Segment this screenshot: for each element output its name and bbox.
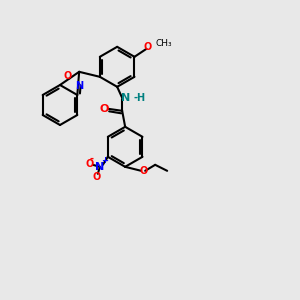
Text: N: N [121,93,130,103]
Text: O: O [64,71,72,81]
Text: O: O [143,42,152,52]
Text: N: N [95,162,104,172]
Text: CH₃: CH₃ [155,39,172,48]
Text: N: N [75,81,83,92]
Text: +: + [101,156,108,165]
Text: O: O [100,104,109,114]
Text: O: O [93,172,101,182]
Text: -: - [90,154,94,164]
Text: O: O [139,166,147,176]
Text: O: O [86,159,94,169]
Text: -H: -H [133,93,145,103]
